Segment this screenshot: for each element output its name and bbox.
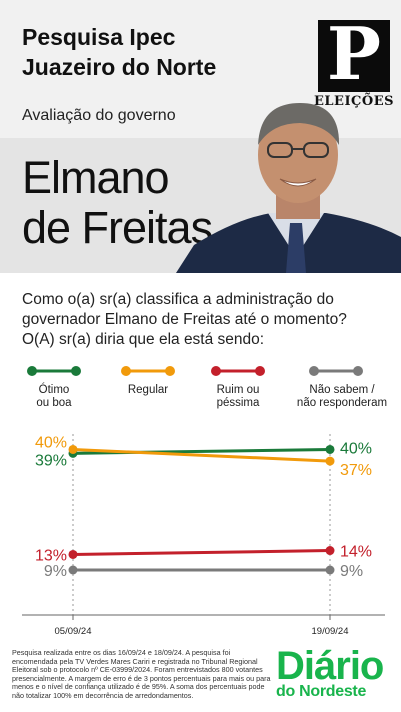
series-line [72,549,331,556]
data-label: 39% [35,452,67,469]
series-line [72,447,331,463]
data-point [68,444,78,454]
title-line-2: Juazeiro do Norte [22,54,217,80]
photo-tie [286,223,306,273]
legend-regular: Regular [120,364,180,414]
candidate-name-line-1: Elmano [22,152,170,203]
data-point [325,444,335,454]
candidate-name-line-2: de Freitas [22,202,213,253]
candidate-name: Elmano de Freitas [22,152,213,253]
legend-label-nao-sabem: Não sabem / não responderam [294,384,390,410]
data-label: 14% [340,544,372,561]
survey-question: Como o(a) sr(a) classifica a administraç… [22,291,347,348]
data-label: 40% [340,440,372,457]
legend-marker-nao-sabem [309,366,363,376]
legend-nao-sabem: Não sabem / não responderam [297,364,390,414]
page-title: Pesquisa Ipec Juazeiro do Norte [22,22,216,82]
legend-label-ruim-pessima: Ruim ou péssima [210,384,266,410]
logo-letter: P [326,11,382,96]
candidate-photo [176,103,401,273]
data-label: 9% [44,563,67,580]
legend-label-line: Ótimo [38,384,70,396]
legend-ruim-pessima: Ruim ou péssima [210,364,270,414]
legend-label-regular: Regular [120,384,176,397]
brand-logo-diario: Diário [276,644,384,688]
data-label: 9% [340,563,363,580]
legend-label-otimo-boa: Ótimo ou boa [26,384,82,410]
photo-hair [258,103,340,145]
legend-label-line: péssima [216,397,260,409]
legend-label-line: Não sabem / [309,384,375,396]
data-point [68,549,78,559]
data-point [325,565,335,575]
brand-logo-nordeste: do Nordeste [276,683,367,700]
page-subtitle: Avaliação do governo [22,107,176,124]
eleicoes-logo: P ELEIÇÕES [314,14,394,112]
photo-face [258,107,338,203]
legend-label-line: Regular [127,384,169,396]
photo-smile [279,178,317,187]
data-label: 37% [340,462,372,479]
legend-label-line: Ruim ou [216,384,260,396]
x-tick-label: 05/09/24 [55,626,92,637]
logo-word: ELEIÇÕES [314,94,395,109]
data-point [68,565,78,575]
data-label: 13% [35,547,67,564]
legend-marker-ruim-pessima [211,366,265,376]
x-tick-label: 19/09/24 [312,626,349,637]
legend-label-line: não responderam [296,397,388,409]
logo-box [318,20,390,92]
data-point [325,456,335,466]
legend-label-line: ou boa [36,397,72,409]
data-point [325,546,335,556]
data-label: 40% [35,434,67,451]
methodology-footnote: Pesquisa realizada entre os dias 16/09/2… [12,648,271,700]
legend-marker-otimo-boa [27,366,81,376]
legend-otimo-boa: Ótimo ou boa [26,364,86,414]
title-line-1: Pesquisa Ipec [22,24,176,50]
legend-marker-regular [121,366,175,376]
